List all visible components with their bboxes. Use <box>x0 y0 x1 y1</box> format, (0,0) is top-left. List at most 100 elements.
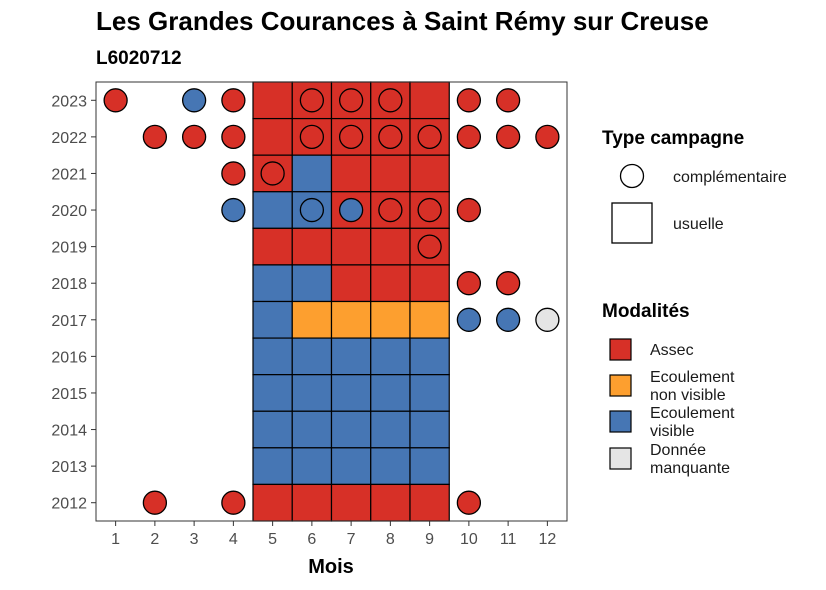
legend-modalites-title: Modalités <box>602 301 690 322</box>
tile-2015-7 <box>330 374 372 412</box>
x-tick-label-2: 2 <box>150 531 159 548</box>
point-2023-8 <box>378 88 403 113</box>
legend-label-line: visible <box>650 423 695 440</box>
x-tick-label-8: 8 <box>386 531 395 548</box>
point-2023-6 <box>299 88 325 113</box>
legend-label-donnee_manquante: Donnée manquante <box>650 442 730 477</box>
point-2023-1 <box>103 88 128 113</box>
point-2020-7 <box>338 197 364 223</box>
point-2012-2 <box>142 490 168 515</box>
point-2012-10 <box>456 490 482 515</box>
legend-label-ecoulement_non_visible: Ecoulement non visible <box>650 369 735 404</box>
point-2022-6 <box>299 124 325 150</box>
tile-2014-5 <box>252 410 293 449</box>
tile-2014-8 <box>370 410 411 449</box>
legend-label-line: Donnée <box>650 442 706 459</box>
tile-2012-7 <box>330 483 372 522</box>
x-axis: 1 2 3 4 5 6 7 8 9 10 11 12 <box>111 521 556 548</box>
point-2022-2 <box>142 124 168 150</box>
point-2018-10 <box>456 271 482 296</box>
tile-2021-6 <box>291 154 333 193</box>
tile-2015-5 <box>252 374 293 412</box>
tile-2023-5 <box>252 81 293 120</box>
legend-label-line: Ecoulement <box>650 405 735 422</box>
legend-swatch-ecoulement_non_visible <box>609 374 632 397</box>
x-tick-label-3: 3 <box>190 531 199 548</box>
tile-2013-9 <box>409 447 450 486</box>
tile-2017-9 <box>409 300 450 339</box>
legend-swatch-ecoulement_visible <box>609 410 632 433</box>
legend-label-line: Ecoulement <box>650 369 735 386</box>
x-tick-label-7: 7 <box>347 531 356 548</box>
y-tick-label-2014: 2014 <box>51 423 87 440</box>
point-2022-3 <box>181 124 207 150</box>
point-2020-6 <box>299 197 325 223</box>
tile-2017-5 <box>252 300 293 339</box>
y-tick-label-2018: 2018 <box>51 276 87 293</box>
point-2022-4 <box>221 124 246 150</box>
point-2023-7 <box>338 88 364 113</box>
y-tick-label-2019: 2019 <box>51 240 87 257</box>
point-2020-4 <box>221 197 246 223</box>
y-axis: 2012 2013 2014 2015 2016 2017 2018 2019 2020 2021… <box>51 93 96 513</box>
y-tick-label-2013: 2013 <box>51 459 87 476</box>
point-2020-8 <box>378 197 403 223</box>
tile-2016-8 <box>370 337 411 376</box>
point-2022-10 <box>456 124 482 150</box>
legend-label-ecoulement_visible: Ecoulement visible <box>650 405 735 440</box>
point-2023-11 <box>495 88 521 113</box>
tile-2016-6 <box>291 337 333 376</box>
point-2017-12 <box>535 307 560 332</box>
x-tick-label-12: 12 <box>538 531 556 548</box>
x-tick-label-5: 5 <box>268 531 277 548</box>
point-2022-7 <box>338 124 364 150</box>
tile-2013-7 <box>330 447 372 486</box>
x-tick-label-11: 11 <box>500 531 517 548</box>
x-tick-label-4: 4 <box>229 531 238 548</box>
tile-2018-6 <box>291 264 333 303</box>
point-2022-11 <box>495 124 521 150</box>
point-2023-3 <box>181 88 207 113</box>
point-2022-9 <box>417 124 442 150</box>
tile-2021-9 <box>409 154 450 193</box>
point-2022-12 <box>535 124 560 150</box>
tile-2018-8 <box>370 264 411 303</box>
tile-2018-9 <box>409 264 450 303</box>
tile-2013-8 <box>370 447 411 486</box>
legend-label-usuelle: usuelle <box>673 216 724 233</box>
tile-2017-6 <box>291 300 333 339</box>
plot-border <box>95 81 568 522</box>
tile-2018-7 <box>330 264 372 303</box>
point-2017-11 <box>495 307 521 332</box>
legend-label-line: manquante <box>650 460 730 477</box>
tile-2021-8 <box>370 154 411 193</box>
tile-2015-6 <box>291 374 333 412</box>
x-tick-label-9: 9 <box>425 531 434 548</box>
legend-swatch-assec <box>609 338 632 361</box>
x-tick-label-1: 1 <box>111 531 120 548</box>
point-2022-8 <box>378 124 403 150</box>
tile-2016-9 <box>409 337 450 376</box>
tile-2018-5 <box>252 264 293 303</box>
legend-label-line: Assec <box>650 342 694 359</box>
tile-2013-5 <box>252 447 293 486</box>
y-tick-label-2012: 2012 <box>51 496 87 513</box>
points-layer <box>103 88 560 515</box>
tile-2012-9 <box>409 483 450 522</box>
legend-key-complementaire <box>619 163 645 189</box>
plot-panel <box>95 81 568 522</box>
tile-2023-9 <box>409 81 450 120</box>
tiles-layer <box>252 81 450 522</box>
legend-modalites: Modalités Assec Ecoulement non visibleEcoul… <box>602 301 735 477</box>
tile-2012-5 <box>252 483 293 522</box>
y-tick-label-2020: 2020 <box>51 203 87 220</box>
tile-2012-8 <box>370 483 411 522</box>
x-tick-label-10: 10 <box>460 531 478 548</box>
tile-2016-7 <box>330 337 372 376</box>
tile-2017-8 <box>370 300 411 339</box>
tile-2014-6 <box>291 410 333 449</box>
tile-2019-6 <box>291 227 333 266</box>
y-tick-label-2015: 2015 <box>51 386 87 403</box>
tile-2017-7 <box>330 300 372 339</box>
